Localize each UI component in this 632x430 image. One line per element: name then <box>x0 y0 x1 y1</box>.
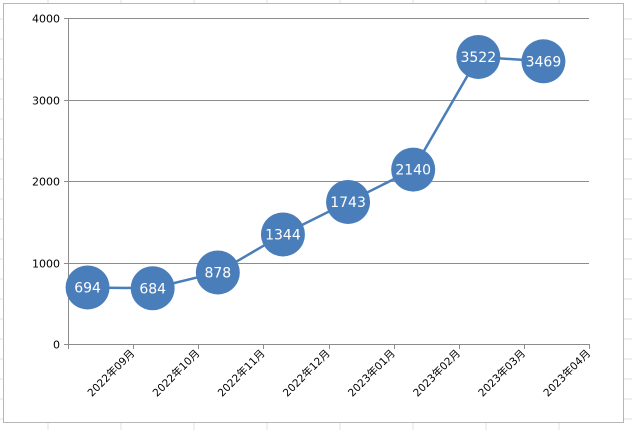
data-label: 1743 <box>330 195 366 211</box>
series-line <box>87 55 544 290</box>
data-point-marker <box>260 212 305 257</box>
data-point-marker <box>456 34 501 79</box>
y-tick-label: 1000 <box>32 258 60 271</box>
data-point-marker <box>521 39 566 84</box>
y-tick-label: 2000 <box>32 176 60 189</box>
data-label: 694 <box>74 280 101 296</box>
x-tick-label: 2023年04月 <box>541 347 593 399</box>
data-label: 1344 <box>265 227 301 243</box>
markers <box>65 34 566 311</box>
data-label: 878 <box>204 265 231 281</box>
x-tick-label: 2023年03月 <box>476 347 528 399</box>
data-label: 684 <box>139 281 166 297</box>
x-tick-label: 2023年01月 <box>345 347 397 399</box>
x-tick-label: 2022年09月 <box>85 347 137 399</box>
data-label: 3522 <box>460 50 496 66</box>
x-tick-label: 2022年11月 <box>215 347 267 399</box>
data-label: 3469 <box>526 54 562 70</box>
data-point-marker <box>391 147 436 192</box>
series <box>87 55 544 290</box>
y-tick-label: 4000 <box>32 13 60 26</box>
gridlines <box>68 18 589 264</box>
y-tick-label: 3000 <box>32 95 60 108</box>
y-tick-label: 0 <box>53 339 60 352</box>
chart-area[interactable] <box>3 3 624 423</box>
data-label: 2140 <box>395 163 431 179</box>
data-labels: 694 684 878 1344 1743 2140 3522 3469 <box>74 50 561 297</box>
data-point-marker <box>195 250 240 295</box>
x-tick-label: 2022年10月 <box>150 347 202 399</box>
y-axis-tick-labels: 0 1000 2000 3000 4000 <box>32 13 60 352</box>
data-point-marker <box>130 266 175 311</box>
x-axis-tick-labels: 2022年09月 2022年10月 2022年11月 2022年12月 2023年01月… <box>85 347 593 399</box>
data-point-marker <box>65 265 110 310</box>
x-tick-label: 2023年02月 <box>410 347 462 399</box>
data-point-marker <box>326 179 371 224</box>
x-tick-label: 2022年12月 <box>280 347 332 399</box>
